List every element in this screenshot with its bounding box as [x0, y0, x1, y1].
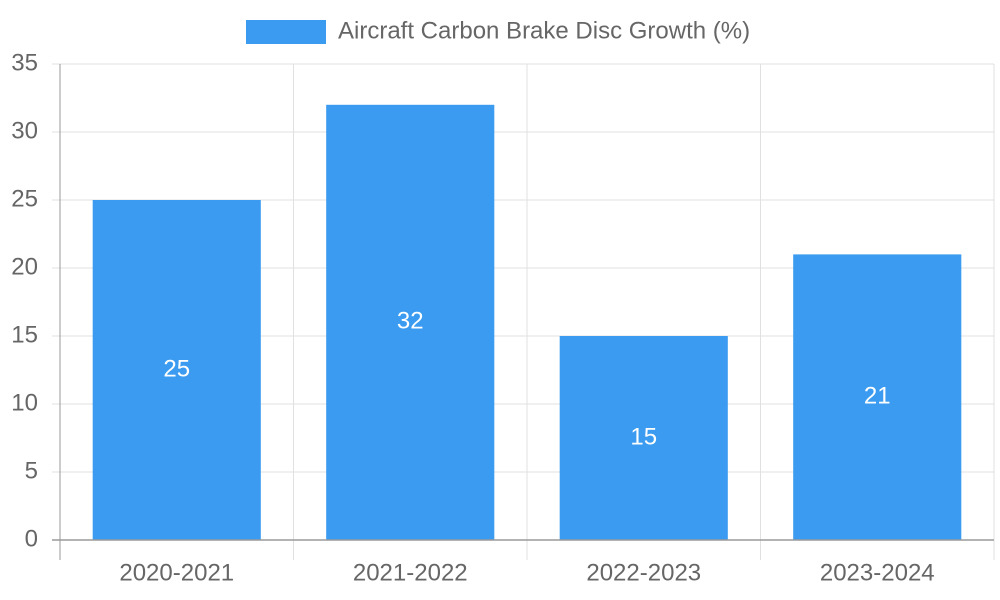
data-label: 32 — [397, 308, 424, 335]
data-label: 21 — [864, 383, 891, 410]
data-label: 15 — [630, 423, 657, 450]
bar — [793, 254, 962, 540]
legend-label: Aircraft Carbon Brake Disc Growth (%) — [338, 17, 750, 44]
x-tick-label: 2020-2021 — [119, 559, 234, 586]
y-tick-label: 5 — [25, 457, 38, 484]
legend-swatch — [246, 20, 326, 44]
x-tick-label: 2022-2023 — [586, 559, 701, 586]
y-tick-label: 15 — [11, 321, 38, 348]
bar — [326, 104, 495, 541]
y-tick-label: 20 — [11, 253, 38, 280]
data-label: 25 — [163, 355, 190, 382]
y-tick-label: 10 — [11, 389, 38, 416]
bar-layer: 25 32 15 21 — [92, 104, 962, 541]
y-tick-label: 0 — [25, 525, 38, 552]
axis-layer: 0 5 10 15 20 25 30 35 2020-2021 2021-2022 2022-202… — [11, 49, 994, 586]
bar — [559, 336, 728, 540]
x-tick-label: 2021-2022 — [353, 559, 468, 586]
legend: Aircraft Carbon Brake Disc Growth (%) — [246, 17, 750, 44]
y-tick-label: 35 — [11, 49, 38, 76]
y-tick-label: 30 — [11, 117, 38, 144]
x-tick-label: 2023-2024 — [820, 559, 935, 586]
bar — [92, 200, 261, 540]
y-tick-label: 25 — [11, 185, 38, 212]
